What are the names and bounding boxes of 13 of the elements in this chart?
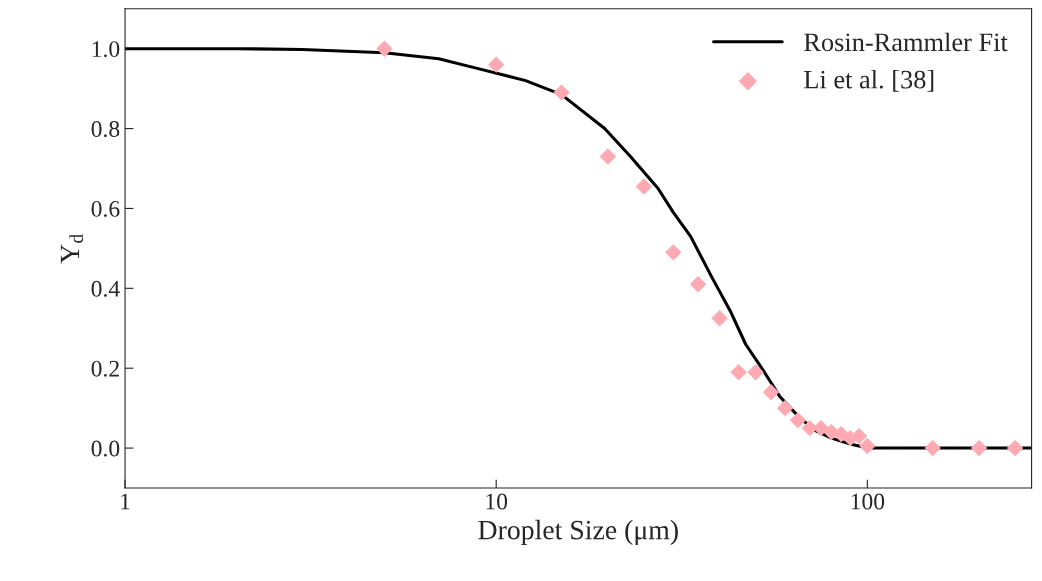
legend-label: Li et al. [38] bbox=[804, 69, 934, 92]
y-tick-label: 0.8 bbox=[91, 121, 120, 138]
y-tick-label: 0.0 bbox=[91, 440, 120, 457]
y-tick-label: 0.2 bbox=[91, 360, 119, 377]
y-axis-title: Y$_{d}$ bbox=[60, 234, 84, 264]
y-tick-label: 1.0 bbox=[92, 41, 120, 58]
y-tick-label: 0.6 bbox=[91, 200, 120, 217]
x-tick-label: 10 bbox=[486, 493, 508, 510]
x-axis-title: Droplet Size (μm) bbox=[478, 519, 678, 546]
y-tick-label: 0.4 bbox=[91, 280, 120, 297]
legend-label: Rosin-Rammler Fit bbox=[804, 32, 1008, 52]
x-tick-label: 1 bbox=[121, 493, 130, 510]
x-tick-label: 100 bbox=[851, 493, 885, 510]
